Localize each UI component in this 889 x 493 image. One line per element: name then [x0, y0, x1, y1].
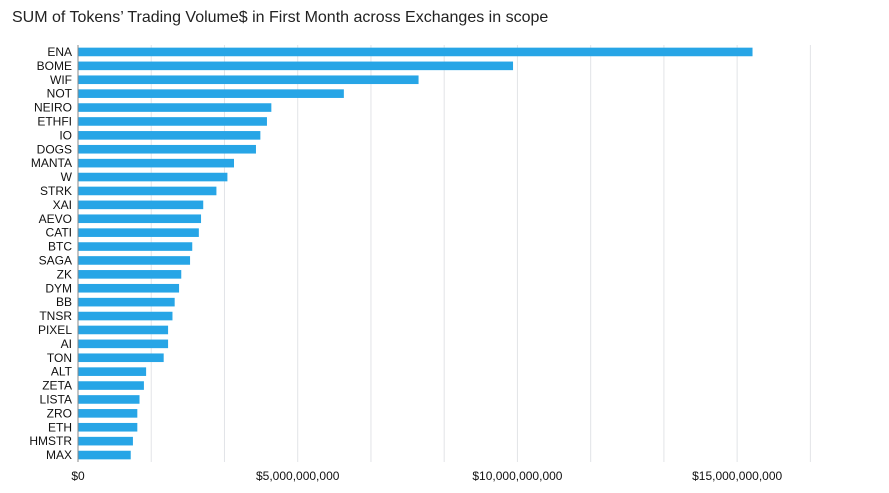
bar-neiro	[78, 103, 272, 112]
bar-wif	[78, 75, 419, 85]
category-label-dym: DYM	[45, 281, 72, 295]
bar-not	[78, 89, 344, 98]
bar-dogs	[78, 144, 256, 154]
category-label-max: MAX	[46, 448, 72, 462]
category-label-bb: BB	[56, 295, 72, 309]
category-label-dogs: DOGS	[37, 142, 72, 156]
category-label-ena: ENA	[47, 45, 72, 59]
category-label-ethfi: ETHFI	[37, 114, 72, 128]
category-label-not: NOT	[47, 87, 73, 101]
category-label-xai: XAI	[53, 198, 72, 212]
category-label-alt: ALT	[51, 365, 73, 379]
bar-tnsr	[78, 311, 173, 321]
bar-hmstr	[78, 436, 133, 446]
bar-zeta	[78, 381, 144, 390]
bar-strk	[78, 186, 217, 196]
category-label-pixel: PIXEL	[38, 323, 72, 337]
bar-eth	[78, 422, 138, 432]
bar-io	[78, 131, 261, 140]
x-tick-label-3: $15,000,000,000	[692, 469, 782, 483]
category-label-ai: AI	[61, 337, 72, 351]
bar-aevo	[78, 214, 202, 224]
x-tick-label-0: $0	[71, 469, 85, 483]
bar-lista	[78, 395, 140, 404]
bar-ton	[78, 353, 164, 363]
category-label-neiro: NEIRO	[34, 101, 72, 115]
bar-w	[78, 172, 228, 182]
category-label-saga: SAGA	[39, 253, 72, 267]
category-label-ton: TON	[47, 351, 72, 365]
category-label-lista: LISTA	[40, 392, 72, 406]
x-tick-label-1: $5,000,000,000	[256, 469, 340, 483]
category-label-aevo: AEVO	[39, 212, 72, 226]
category-label-wif: WIF	[50, 73, 72, 87]
bar-pixel	[78, 325, 169, 335]
category-label-zeta: ZETA	[42, 379, 72, 393]
bar-saga	[78, 256, 191, 265]
category-label-bome: BOME	[37, 59, 72, 73]
bar-alt	[78, 367, 147, 376]
bar-ethfi	[78, 117, 267, 126]
bar-bome	[78, 61, 514, 71]
bar-zk	[78, 270, 182, 279]
category-label-eth: ETH	[48, 420, 72, 434]
bar-manta	[78, 158, 234, 168]
category-label-zk: ZK	[57, 267, 72, 281]
bar-ai	[78, 339, 169, 349]
chart-title: SUM of Tokens’ Trading Volume$ in First …	[12, 9, 549, 26]
category-label-btc: BTC	[48, 240, 72, 254]
category-label-hmstr: HMSTR	[29, 434, 72, 448]
category-label-zro: ZRO	[47, 406, 72, 420]
bar-cati	[78, 228, 199, 237]
bar-max	[78, 450, 131, 460]
category-label-strk: STRK	[40, 184, 72, 198]
bar-bb	[78, 297, 175, 307]
bar-zro	[78, 409, 138, 418]
category-label-cati: CATI	[46, 226, 72, 240]
bar-xai	[78, 200, 204, 210]
x-tick-label-2: $10,000,000,000	[472, 469, 562, 483]
bar-ena	[78, 47, 753, 57]
category-label-manta: MANTA	[31, 156, 72, 170]
category-label-w: W	[61, 170, 73, 184]
bar-dym	[78, 283, 180, 293]
category-label-io: IO	[59, 128, 72, 142]
category-label-tnsr: TNSR	[39, 309, 72, 323]
bar-btc	[78, 242, 193, 251]
